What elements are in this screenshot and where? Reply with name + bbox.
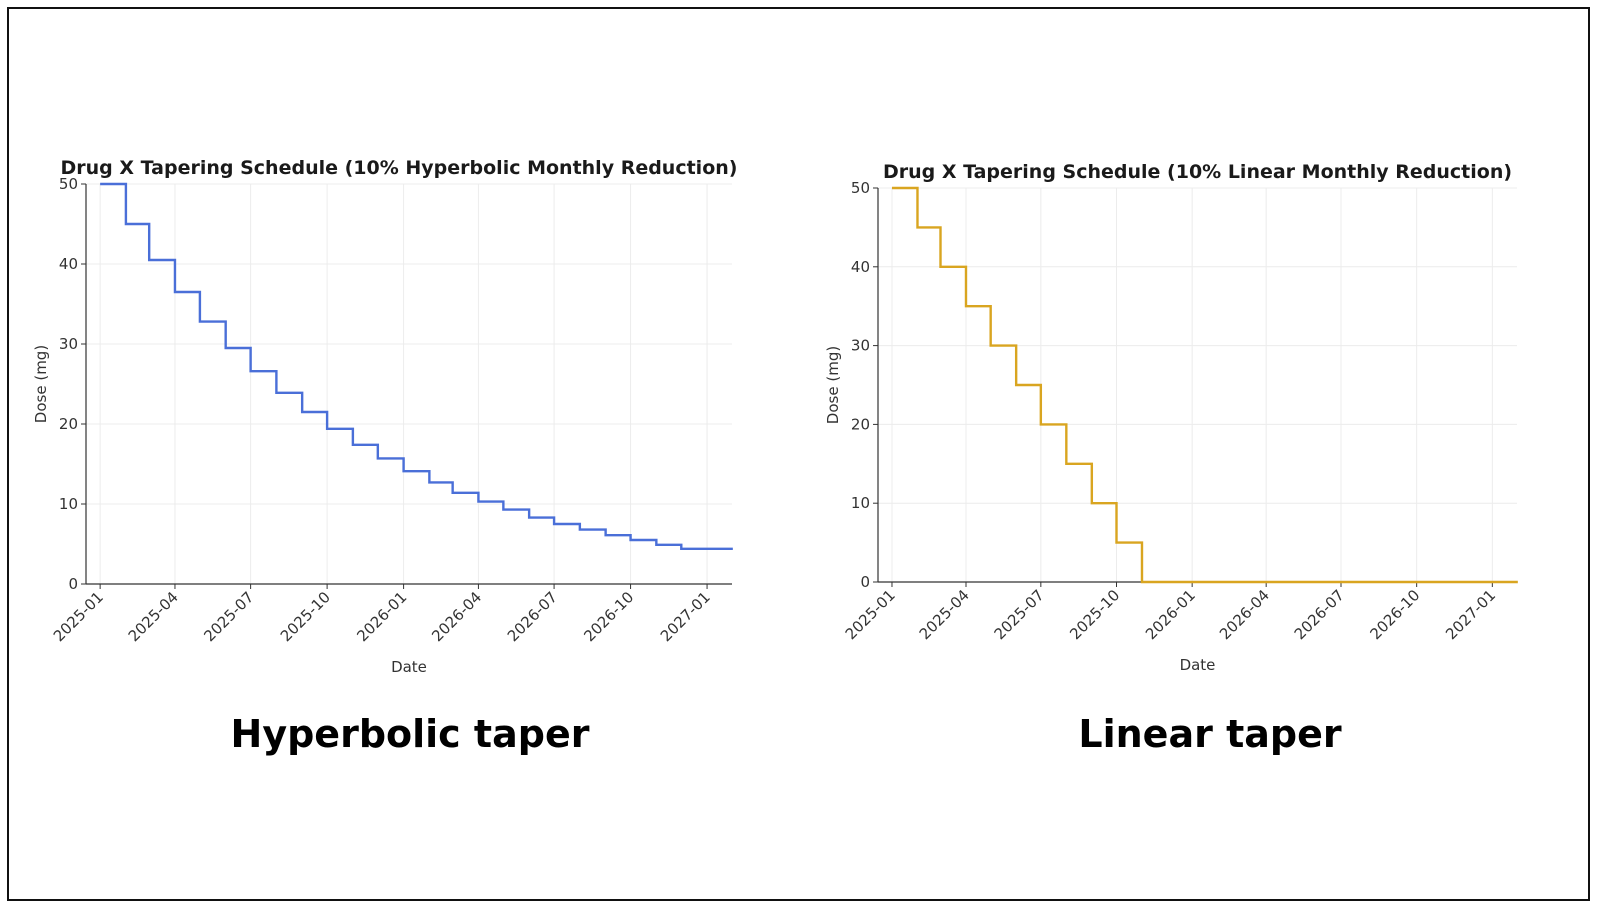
x-tick-label: 2026-01 xyxy=(1142,586,1199,643)
x-tick-label: 2025-04 xyxy=(916,586,973,643)
chart-title: Drug X Tapering Schedule (10% Linear Mon… xyxy=(883,161,1512,183)
y-tick-label: 30 xyxy=(851,337,870,355)
y-tick-label: 10 xyxy=(851,494,870,512)
linear-taper-chart: 0 10 20 30 40 50 2025-01 2025-04 2025-07 2025-10 2… xyxy=(824,161,1518,674)
y-tick-label: 40 xyxy=(851,258,870,276)
x-tick-label: 2025-10 xyxy=(277,588,334,645)
caption-linear-taper: Linear taper xyxy=(1078,712,1342,756)
x-tick-label: 2027-01 xyxy=(657,588,714,645)
y-tick-label: 0 xyxy=(68,575,78,593)
x-tick-label: 2025-01 xyxy=(50,588,107,645)
dose-step-series xyxy=(100,182,733,550)
y-tick-label: 50 xyxy=(59,175,78,193)
x-axis-label: Date xyxy=(1180,656,1216,674)
x-tick-label: 2026-07 xyxy=(1291,586,1348,643)
x-tick-label: 2026-10 xyxy=(580,588,637,645)
y-tick-label: 40 xyxy=(59,255,78,273)
x-tick-label: 2026-07 xyxy=(504,588,561,645)
hyperbolic-taper-chart: 0 10 20 30 40 50 2025-01 2025-04 2025-07 2025-10 2… xyxy=(32,157,738,676)
x-tick-label: 2025-07 xyxy=(200,588,257,645)
y-axis-label: Dose (mg) xyxy=(824,346,842,424)
x-tick-label: 2025-04 xyxy=(125,588,182,645)
x-axis-label: Date xyxy=(391,658,427,676)
chart-title: Drug X Tapering Schedule (10% Hyperbolic… xyxy=(61,157,738,179)
y-tick-label: 50 xyxy=(851,179,870,197)
y-tick-label: 30 xyxy=(59,335,78,353)
x-tick-label: 2026-04 xyxy=(428,588,485,645)
x-tick-label: 2026-10 xyxy=(1366,586,1423,643)
caption-hyperbolic-taper: Hyperbolic taper xyxy=(230,712,590,756)
y-tick-label: 0 xyxy=(860,573,870,591)
y-tick-label: 20 xyxy=(59,415,78,433)
x-tick-label: 2025-07 xyxy=(991,586,1048,643)
x-tick-label: 2025-01 xyxy=(842,586,899,643)
x-tick-label: 2025-10 xyxy=(1066,586,1123,643)
x-tick-label: 2027-01 xyxy=(1442,586,1499,643)
x-tick-label: 2026-04 xyxy=(1216,586,1273,643)
x-tick-label: 2026-01 xyxy=(353,588,410,645)
y-tick-label: 10 xyxy=(59,495,78,513)
y-tick-label: 20 xyxy=(851,415,870,433)
figure-frame xyxy=(7,7,1590,901)
y-axis-label: Dose (mg) xyxy=(32,345,50,423)
dose-step-series xyxy=(891,186,1518,584)
